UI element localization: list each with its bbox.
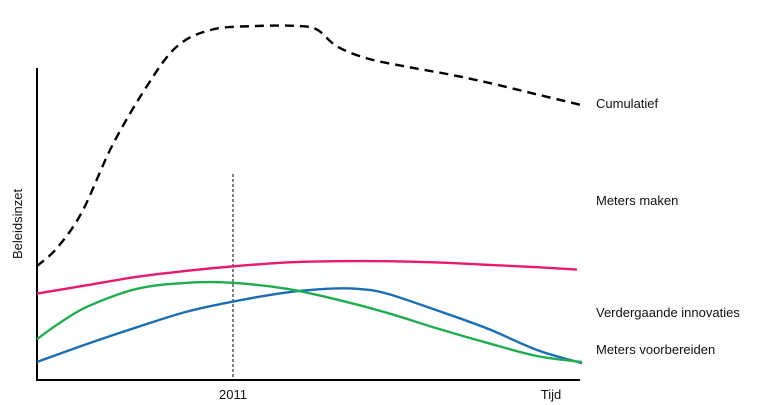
labels-layer: Beleidsinzet Tijd 2011 Cumulatief Meters…: [10, 96, 740, 402]
axes: [36, 68, 580, 381]
series-label-cumulatief: Cumulatief: [596, 96, 659, 111]
series-line-meters-maken: [36, 259, 578, 295]
series-label-meters-voorbereiden: Meters voorbereiden: [596, 342, 715, 357]
series-layer: [36, 24, 583, 365]
series-line-cumulatief: [36, 24, 583, 267]
series-label-meters-maken: Meters maken: [596, 193, 678, 208]
x-tick-label-2011: 2011: [219, 387, 247, 402]
series-line-meters-voorbereiden: [36, 280, 583, 364]
x-axis-label: Tijd: [541, 387, 561, 402]
series-label-verdergaande-innovaties: Verdergaande innovaties: [596, 305, 740, 320]
y-axis-label: Beleidsinzet: [10, 189, 25, 259]
series-line-verdergaande-innovaties: [36, 287, 583, 365]
